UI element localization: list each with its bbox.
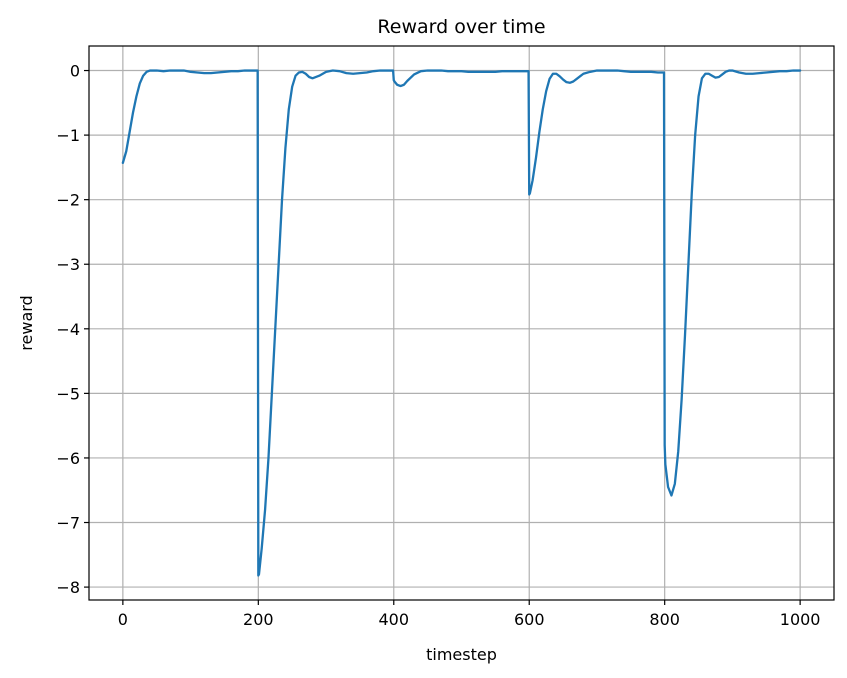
y-tick-label: −3 (56, 255, 80, 274)
y-tick-label: −1 (56, 126, 80, 145)
x-axis-label: timestep (426, 645, 497, 664)
y-tick-label: 0 (70, 62, 80, 81)
y-tick-label: −4 (56, 320, 80, 339)
plot-frame (88, 45, 835, 601)
y-tick-label: −8 (56, 578, 80, 597)
y-tick-label: −7 (56, 514, 80, 533)
x-tick-label: 800 (649, 610, 680, 629)
series-line-group (121, 69, 802, 577)
ticks: 0 200 400 600 800 1000 0 −1 −2 −3 −4 −5 −6 −7 −8 (56, 62, 820, 629)
chart-title: Reward over time (377, 16, 545, 38)
x-tick-label: 1000 (780, 610, 821, 629)
x-tick-label: 200 (243, 610, 274, 629)
y-tick-label: −2 (56, 191, 80, 210)
reward-series-line (121, 69, 802, 577)
y-tick-label: −6 (56, 449, 80, 468)
y-axis-label: reward (17, 295, 36, 350)
x-tick-label: 400 (378, 610, 409, 629)
x-tick-label: 0 (118, 610, 128, 629)
x-tick-label: 600 (514, 610, 545, 629)
y-tick-label: −5 (56, 384, 80, 403)
